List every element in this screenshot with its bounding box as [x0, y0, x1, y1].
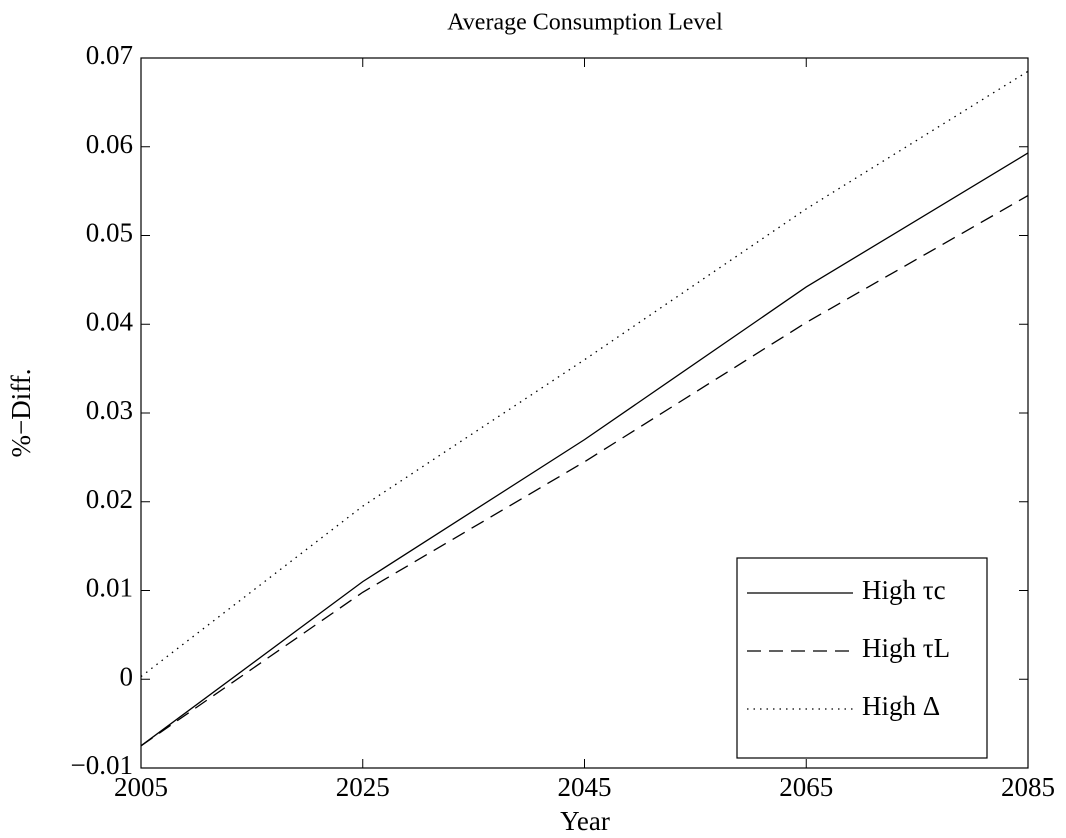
y-tick-label: 0.07: [86, 40, 133, 70]
x-tick-label: 2065: [779, 772, 833, 802]
x-tick-label: 2005: [114, 772, 168, 802]
legend-box: [736, 557, 988, 759]
y-tick-label: 0.06: [86, 129, 133, 159]
y-axis-label: %−Diff.: [6, 369, 36, 458]
legend-label: High τL: [862, 633, 950, 663]
x-tick-label: 2085: [1001, 772, 1055, 802]
legend-label: High τc: [862, 575, 946, 605]
x-tick-label: 2025: [336, 772, 390, 802]
series-line: [140, 194, 1029, 747]
x-axis-label: Year: [560, 806, 610, 836]
y-tick-label: −0.01: [71, 750, 133, 780]
chart-title: Average Consumption Level: [447, 10, 723, 36]
y-tick-label: 0.05: [86, 218, 133, 248]
series-line: [140, 152, 1029, 747]
y-tick-label: 0.04: [86, 306, 134, 336]
y-tick-label: 0.02: [86, 484, 133, 514]
y-tick-label: 0.03: [86, 395, 133, 425]
x-tick-label: 2045: [558, 772, 612, 802]
y-tick-label: 0.01: [86, 573, 133, 603]
y-tick-label: 0: [120, 661, 134, 691]
legend-label: High Δ: [862, 691, 940, 721]
